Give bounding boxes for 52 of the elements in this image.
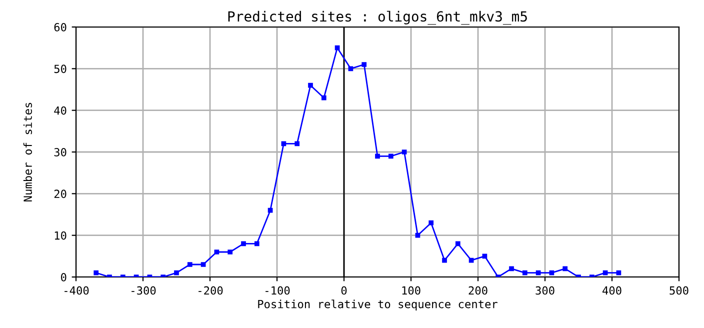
point [268, 208, 273, 213]
point [402, 150, 407, 154]
point [468, 258, 474, 263]
point [187, 262, 192, 267]
point [549, 270, 554, 276]
point [415, 232, 420, 238]
point [388, 154, 394, 159]
y-tick-label: 40 [54, 106, 66, 115]
point [321, 95, 326, 100]
point [334, 45, 340, 50]
point [228, 250, 233, 254]
point [536, 270, 541, 276]
point [482, 254, 488, 259]
y-tick-label: 0 [61, 273, 66, 282]
point [375, 154, 380, 159]
x-tick-label: 0 [341, 286, 347, 295]
point [281, 141, 286, 146]
point [455, 241, 460, 246]
point [214, 250, 220, 254]
point [94, 270, 99, 276]
x-tick-label: -400 [64, 286, 89, 295]
x-tick-label: -300 [132, 286, 156, 295]
point [362, 62, 367, 67]
x-tick-label: 500 [670, 286, 688, 295]
point [241, 241, 246, 246]
y-tick-label: 50 [54, 64, 66, 74]
x-tick-label: 400 [602, 286, 622, 295]
y-tick-label: 30 [54, 148, 66, 156]
point [174, 270, 179, 276]
point [348, 66, 354, 72]
point [509, 266, 514, 272]
x-tick-label: 300 [536, 286, 554, 295]
point [428, 220, 434, 226]
x-tick-label: 100 [402, 286, 420, 295]
point [294, 141, 300, 146]
point [308, 82, 313, 88]
point [200, 262, 206, 267]
x-tick-label: -100 [266, 286, 290, 295]
point [616, 270, 622, 276]
chart-title: Predicted sites : oligos_6nt_mkv3_m5 [228, 10, 527, 25]
y-tick-label: 10 [54, 231, 66, 240]
y-axis-title: Number of sites [23, 102, 32, 202]
point [442, 258, 447, 263]
x-axis-title: Position relative to sequence center [258, 300, 498, 310]
y-tick-label: 20 [54, 190, 66, 198]
x-tick-label: 200 [468, 286, 488, 295]
x-tick-label: -200 [198, 286, 223, 295]
point [254, 241, 260, 246]
point [602, 270, 608, 276]
y-tick-label: 60 [54, 23, 66, 32]
point [562, 266, 568, 272]
point [522, 270, 528, 276]
